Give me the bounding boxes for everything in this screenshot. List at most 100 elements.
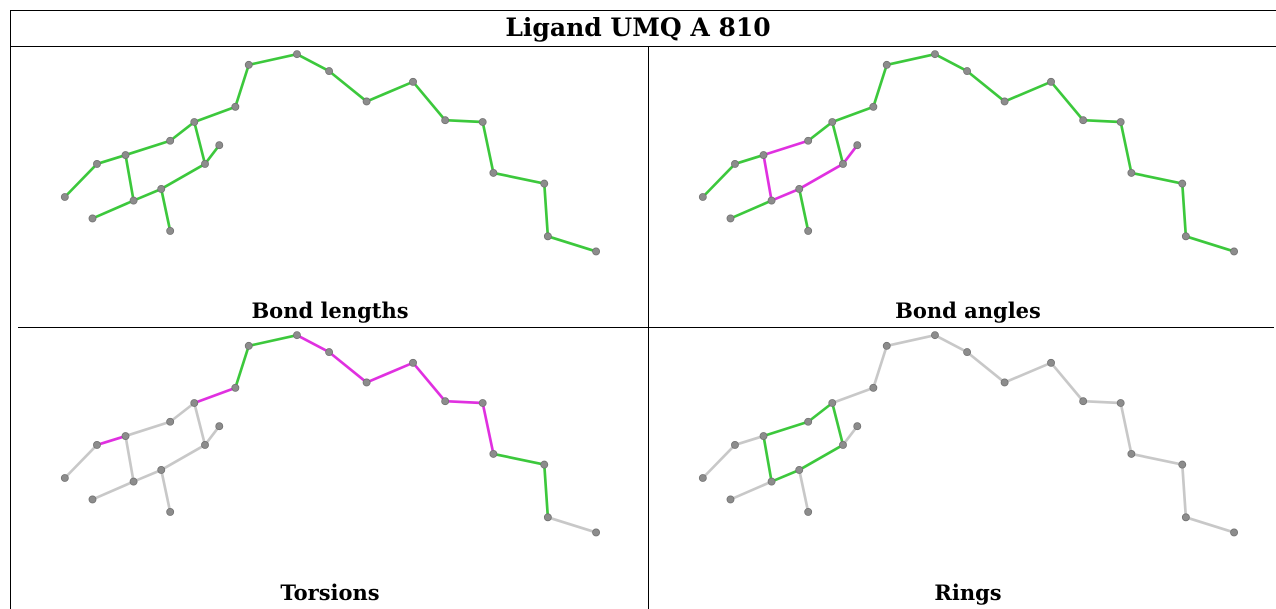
atom bbox=[540, 460, 549, 469]
atom bbox=[963, 348, 972, 357]
bond bbox=[542, 182, 550, 238]
atom bbox=[731, 441, 739, 449]
atom bbox=[592, 247, 601, 256]
bond bbox=[443, 399, 485, 405]
bond bbox=[830, 120, 845, 166]
bond bbox=[481, 401, 495, 456]
atom bbox=[882, 341, 891, 350]
atom bbox=[540, 179, 549, 188]
bond bbox=[159, 187, 172, 233]
bond bbox=[132, 187, 163, 202]
row-divider bbox=[18, 327, 1274, 328]
bond bbox=[762, 139, 810, 157]
atom bbox=[93, 441, 101, 449]
atom bbox=[60, 474, 69, 482]
atom bbox=[759, 151, 768, 159]
bond bbox=[295, 52, 331, 73]
bond bbox=[492, 452, 546, 466]
bond bbox=[1049, 80, 1085, 122]
bond bbox=[797, 468, 810, 514]
atom bbox=[190, 399, 199, 407]
atom bbox=[853, 422, 862, 431]
atom bbox=[759, 432, 768, 440]
bond bbox=[63, 162, 99, 199]
caption-bond-lengths: Bond lengths bbox=[251, 298, 409, 323]
bond bbox=[124, 139, 172, 157]
bond bbox=[1081, 118, 1123, 124]
atom bbox=[804, 417, 813, 426]
bond bbox=[830, 105, 875, 124]
bond bbox=[701, 443, 737, 480]
bond bbox=[1180, 182, 1188, 238]
atom bbox=[215, 141, 224, 150]
atom bbox=[157, 466, 166, 474]
atom bbox=[882, 60, 891, 69]
atom bbox=[157, 185, 166, 193]
atom bbox=[1116, 399, 1125, 407]
bond bbox=[1130, 452, 1184, 466]
bond bbox=[1081, 399, 1123, 405]
border-top bbox=[10, 10, 1276, 11]
atom bbox=[804, 136, 813, 145]
atom bbox=[1230, 528, 1238, 537]
bond bbox=[234, 63, 251, 109]
atom bbox=[478, 118, 487, 126]
bond bbox=[1130, 171, 1184, 185]
title-divider bbox=[10, 46, 1276, 47]
caption-torsions: Torsions bbox=[280, 580, 380, 605]
atom bbox=[828, 399, 837, 407]
atom bbox=[231, 102, 240, 111]
bond bbox=[168, 120, 196, 143]
bond bbox=[770, 468, 801, 483]
atom bbox=[731, 160, 739, 168]
bond bbox=[1180, 463, 1188, 519]
atom bbox=[828, 118, 837, 126]
atom bbox=[853, 141, 862, 150]
bond bbox=[542, 463, 550, 519]
bond bbox=[546, 515, 598, 534]
bond bbox=[885, 333, 937, 348]
bond bbox=[327, 350, 368, 384]
panel-bond-angles bbox=[698, 50, 1238, 256]
atom bbox=[166, 227, 175, 235]
atom bbox=[1127, 449, 1136, 458]
atom bbox=[409, 358, 417, 367]
atom bbox=[931, 50, 939, 59]
panel-rings bbox=[698, 331, 1238, 537]
atom bbox=[1079, 397, 1088, 406]
atom bbox=[1047, 358, 1055, 367]
bond bbox=[95, 434, 127, 447]
atom bbox=[726, 495, 735, 504]
bond bbox=[327, 69, 368, 103]
bond bbox=[830, 401, 845, 447]
atom bbox=[121, 151, 130, 159]
bond bbox=[806, 120, 834, 143]
atom bbox=[767, 477, 776, 486]
atom bbox=[129, 196, 138, 205]
bond bbox=[411, 80, 447, 122]
atom bbox=[409, 77, 417, 86]
atom bbox=[441, 397, 450, 406]
bond bbox=[872, 63, 889, 109]
atom bbox=[592, 528, 601, 537]
panel-torsions bbox=[60, 331, 601, 537]
bond bbox=[192, 120, 207, 166]
atom bbox=[201, 441, 209, 449]
atom bbox=[1116, 118, 1125, 126]
atom bbox=[489, 168, 498, 177]
bond bbox=[124, 434, 135, 483]
bond bbox=[203, 424, 221, 447]
atom bbox=[325, 67, 334, 76]
atom bbox=[1127, 168, 1136, 177]
atom bbox=[88, 214, 97, 223]
atom bbox=[869, 383, 878, 392]
atom bbox=[726, 214, 735, 223]
atom bbox=[293, 50, 301, 59]
atom bbox=[60, 193, 69, 201]
atom bbox=[244, 60, 253, 69]
atom bbox=[325, 348, 334, 357]
bond bbox=[733, 434, 765, 447]
bond bbox=[1003, 80, 1053, 103]
atom bbox=[1230, 247, 1238, 256]
